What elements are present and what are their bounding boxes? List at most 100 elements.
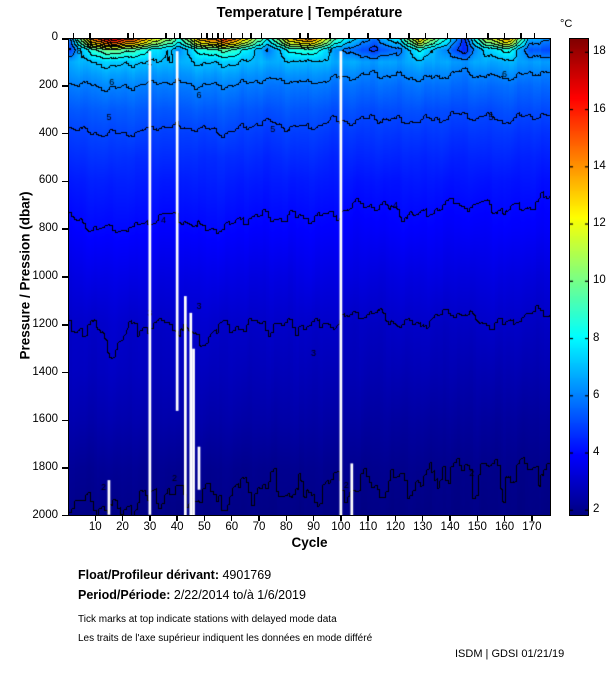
x-tick-label: 40 [170, 521, 184, 533]
x-tick-label: 120 [385, 521, 406, 533]
y-tick-label: 800 [38, 222, 58, 235]
x-tick-mark [258, 516, 260, 521]
y-tick-mark [62, 324, 68, 326]
x-tick-label: 50 [198, 521, 211, 533]
y-tick-mark [62, 132, 68, 135]
x-tick-mark [367, 516, 369, 521]
y-tick-label: 400 [38, 126, 58, 139]
colorbar-tick-label: 6 [593, 388, 600, 401]
x-tick-mark [121, 516, 124, 521]
delayed-mode-tick-mark [179, 33, 181, 38]
x-tick-mark [230, 516, 233, 521]
delayed-mode-note-fr: Les traits de l'axe supérieur indiquent … [78, 633, 373, 644]
delayed-mode-tick-mark [520, 33, 522, 38]
y-tick-label: 1200 [32, 317, 58, 330]
colorbar-tick-label: 4 [593, 446, 600, 459]
x-tick-mark [285, 516, 288, 521]
delayed-mode-tick-strip [68, 33, 551, 38]
x-tick-mark [449, 516, 451, 521]
x-tick-label: 150 [467, 521, 487, 533]
delayed-mode-tick-mark [200, 33, 203, 38]
colorbar-tick-label: 2 [593, 503, 600, 516]
colorbar [569, 38, 589, 516]
delayed-mode-tick-mark [307, 33, 309, 38]
y-tick-mark [62, 38, 68, 40]
y-tick-mark [62, 467, 68, 469]
delayed-mode-tick-mark [206, 33, 208, 38]
delayed-mode-tick-mark [299, 33, 301, 38]
float-id-line: Float/Profileur dérivant: 4901769 [78, 568, 271, 582]
x-tick-label: 140 [440, 521, 460, 533]
colorbar-tick-labels: 2 4 6 8 10 12 14 16 18 [593, 38, 611, 516]
colorbar-tick-label: 8 [593, 331, 600, 344]
colorbar-unit-label: °C [560, 18, 573, 30]
delayed-mode-tick-mark [230, 33, 233, 38]
delayed-mode-tick-mark [446, 33, 449, 38]
x-tick-label: 20 [116, 521, 129, 533]
x-tick-mark [203, 516, 206, 521]
delayed-mode-tick-mark [503, 33, 506, 38]
x-tick-mark [531, 516, 533, 521]
delayed-mode-note-en: Tick marks at top indicate stations with… [78, 614, 337, 625]
float-id-label: Float/Profileur dérivant: [78, 568, 219, 582]
period-value: 2/22/2014 to/à 1/6/2019 [173, 588, 306, 602]
x-tick-label: 110 [358, 521, 378, 533]
x-tick-label: 160 [495, 521, 515, 533]
delayed-mode-tick-mark [465, 33, 468, 38]
y-tick-mark [62, 276, 68, 278]
x-axis-ticks [68, 516, 551, 521]
plot-area [68, 38, 551, 516]
float-id-value: 4901769 [222, 568, 272, 582]
x-axis-tick-labels: 10 20 30 40 50 60 70 80 90 100 110 120 130 140 150 160 1… [68, 521, 551, 535]
period-label: Period/Période: [78, 588, 171, 602]
colorbar-tick-label: 10 [593, 274, 606, 287]
y-tick-label: 2000 [32, 509, 58, 521]
x-tick-mark [312, 516, 315, 521]
x-tick-label: 80 [279, 521, 293, 533]
x-tick-mark [340, 516, 342, 521]
y-tick-mark [62, 228, 68, 230]
y-tick-mark [62, 514, 68, 516]
y-tick-label: 1800 [32, 461, 58, 474]
delayed-mode-tick-mark [424, 33, 427, 38]
colorbar-tick-label: 18 [593, 45, 606, 58]
delayed-mode-tick-mark [533, 33, 536, 38]
delayed-mode-tick-mark [348, 33, 350, 38]
x-tick-label: 60 [225, 521, 239, 533]
issuer-credit: ISDM | GDSI 01/21/19 [455, 648, 565, 660]
x-tick-label: 10 [88, 521, 102, 533]
delayed-mode-tick-mark [487, 33, 489, 38]
delayed-mode-tick-mark [260, 33, 263, 38]
delayed-mode-tick-mark [367, 33, 369, 38]
x-tick-label: 170 [522, 521, 542, 533]
x-tick-label: 30 [143, 521, 157, 533]
y-tick-mark [62, 419, 68, 422]
y-axis-label: Pressure / Pression (dbar) [17, 191, 33, 360]
period-line: Period/Période: 2/22/2014 to/à 1/6/2019 [78, 588, 306, 602]
delayed-mode-tick-mark [165, 33, 167, 38]
colorbar-tick-label: 14 [593, 159, 606, 172]
temperature-heatmap-canvas [68, 38, 551, 516]
delayed-mode-tick-mark [241, 33, 244, 38]
y-tick-mark [62, 85, 68, 87]
delayed-mode-tick-mark [132, 33, 135, 38]
y-tick-label: 1400 [32, 365, 58, 378]
delayed-mode-tick-mark [408, 33, 410, 38]
x-tick-label: 70 [252, 521, 266, 533]
x-tick-label: 90 [307, 521, 320, 533]
y-tick-label: 1600 [32, 413, 58, 426]
delayed-mode-tick-mark [173, 33, 176, 38]
x-tick-mark [503, 516, 506, 521]
delayed-mode-tick-mark [127, 33, 129, 38]
colorbar-gradient-canvas [569, 38, 589, 516]
delayed-mode-tick-mark [217, 33, 219, 38]
y-tick-label: 600 [38, 174, 58, 187]
x-tick-mark [394, 516, 397, 521]
x-tick-mark [94, 516, 97, 521]
y-tick-label: 0 [51, 31, 58, 43]
delayed-mode-tick-mark [89, 33, 91, 38]
delayed-mode-tick-mark [222, 33, 225, 38]
y-tick-mark [62, 180, 68, 183]
y-tick-label: 200 [38, 78, 58, 91]
